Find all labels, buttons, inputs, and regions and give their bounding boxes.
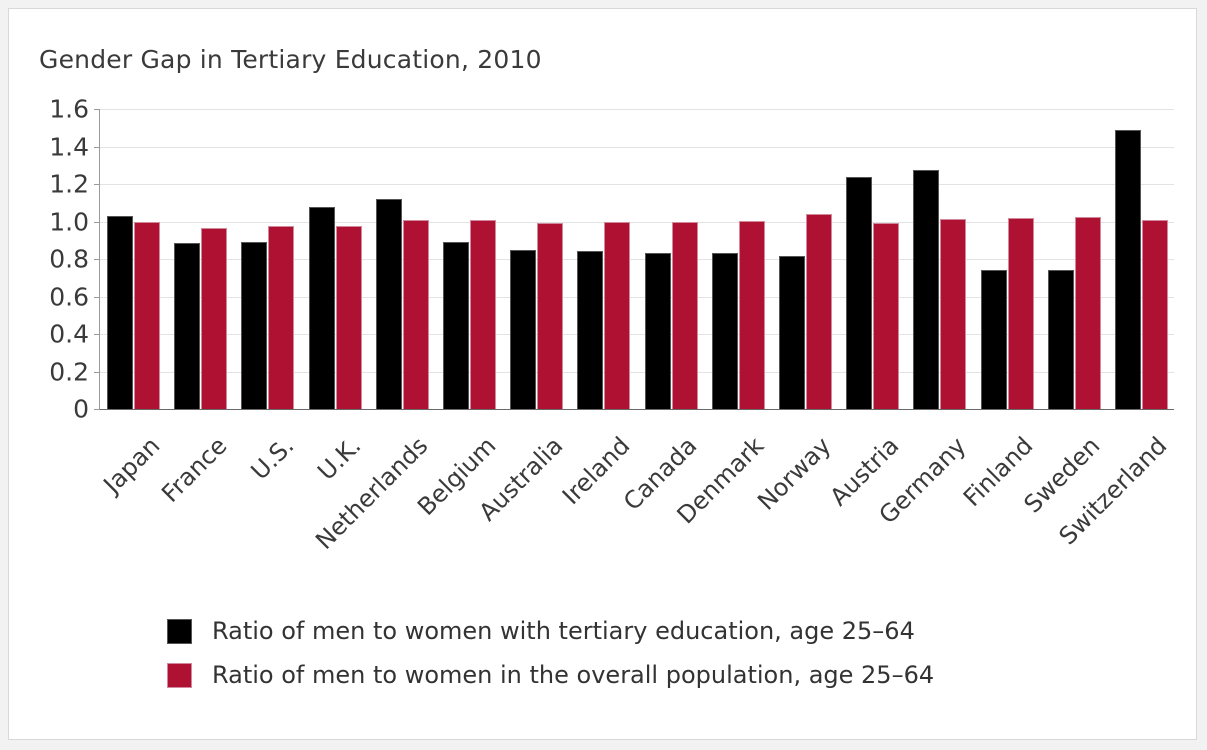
plot-wrapper: 1.6 1.4 1.2 1.0 0.8 0.6 0.4 0.2 0 bbox=[39, 97, 1174, 431]
bar-netherlands-series-0[interactable] bbox=[375, 199, 402, 409]
x-axis-tick-label: U.K. bbox=[312, 431, 367, 486]
bar-japan-series-0[interactable] bbox=[107, 215, 134, 409]
bar-group bbox=[100, 109, 167, 409]
bar-ireland-series-0[interactable] bbox=[577, 250, 604, 409]
chart-title: Gender Gap in Tertiary Education, 2010 bbox=[39, 45, 542, 74]
x-axis-tick-label: U.S. bbox=[245, 431, 300, 486]
legend-label: Ratio of men to women in the overall pop… bbox=[212, 661, 935, 689]
bar-canada-series-1[interactable] bbox=[671, 221, 698, 409]
legend-item[interactable]: Ratio of men to women in the overall pop… bbox=[167, 661, 934, 689]
x-axis-tick-label: Norway bbox=[752, 431, 837, 516]
y-axis-tick-label: 0.4 bbox=[49, 319, 89, 349]
y-axis-tick-mark bbox=[94, 146, 100, 148]
y-axis-tick-mark bbox=[94, 259, 100, 260]
legend-swatch-icon bbox=[167, 662, 192, 688]
bar-denmark-series-0[interactable] bbox=[711, 253, 738, 409]
bar-canada-series-0[interactable] bbox=[644, 253, 671, 409]
y-axis-tick-label: 1.2 bbox=[49, 169, 89, 199]
bar-u-s-series-1[interactable] bbox=[268, 226, 295, 409]
bar-group bbox=[1041, 109, 1108, 409]
bar-u-s-series-0[interactable] bbox=[241, 242, 268, 409]
gridline bbox=[100, 259, 1174, 260]
bar-group bbox=[167, 109, 234, 409]
y-axis-tick-label: 0 bbox=[73, 394, 89, 424]
bar-u-k-series-1[interactable] bbox=[335, 226, 362, 409]
bar-group bbox=[772, 109, 839, 409]
y-axis-tick-mark bbox=[94, 221, 100, 223]
y-axis-tick-mark bbox=[94, 109, 100, 110]
bar-france-series-0[interactable] bbox=[174, 243, 201, 409]
legend-swatch-icon bbox=[167, 618, 192, 644]
y-axis-tick-label: 0.6 bbox=[49, 282, 89, 311]
gridline bbox=[100, 221, 1174, 223]
bar-group bbox=[302, 109, 369, 409]
bar-group bbox=[436, 109, 503, 409]
bar-belgium-series-1[interactable] bbox=[470, 219, 497, 409]
bar-germany-series-0[interactable] bbox=[913, 169, 940, 409]
bar-u-k-series-0[interactable] bbox=[308, 207, 335, 409]
y-axis-tick-label: 0.2 bbox=[49, 357, 89, 386]
y-axis-tick-mark bbox=[94, 334, 100, 335]
y-axis-labels: 1.6 1.4 1.2 1.0 0.8 0.6 0.4 0.2 0 bbox=[39, 97, 95, 431]
bars-layer bbox=[100, 109, 1174, 409]
gridline bbox=[100, 146, 1174, 148]
bar-group bbox=[705, 109, 772, 409]
x-axis-tick-label: France bbox=[155, 431, 233, 508]
bar-finland-series-1[interactable] bbox=[1007, 217, 1034, 409]
bar-sweden-series-0[interactable] bbox=[1047, 270, 1074, 409]
bar-austria-series-1[interactable] bbox=[873, 223, 900, 409]
y-axis-tick-label: 1.4 bbox=[49, 132, 89, 161]
y-axis-tick-mark bbox=[94, 296, 100, 298]
bar-australia-series-1[interactable] bbox=[537, 223, 564, 409]
bar-germany-series-1[interactable] bbox=[940, 218, 967, 409]
y-axis-tick-label: 1.6 bbox=[49, 94, 89, 124]
bar-belgium-series-0[interactable] bbox=[443, 242, 470, 409]
gridline bbox=[100, 334, 1174, 335]
bar-france-series-1[interactable] bbox=[201, 228, 228, 409]
bar-group bbox=[1108, 109, 1175, 409]
x-axis-tick-label: Japan bbox=[97, 431, 165, 499]
bar-switzerland-series-0[interactable] bbox=[1114, 129, 1141, 409]
gridline bbox=[100, 109, 1174, 110]
y-axis-tick-label: 1.0 bbox=[49, 207, 89, 236]
gridline bbox=[100, 184, 1174, 185]
bar-switzerland-series-1[interactable] bbox=[1141, 219, 1168, 409]
bar-group bbox=[839, 109, 906, 409]
bar-norway-series-1[interactable] bbox=[805, 214, 832, 409]
y-axis-tick-mark bbox=[94, 184, 100, 185]
bar-group bbox=[570, 109, 637, 409]
bar-group bbox=[638, 109, 705, 409]
bar-ireland-series-1[interactable] bbox=[604, 222, 631, 409]
legend-item[interactable]: Ratio of men to women with tertiary educ… bbox=[167, 617, 934, 645]
bar-denmark-series-1[interactable] bbox=[738, 220, 765, 409]
y-axis-tick-mark bbox=[94, 409, 100, 410]
bar-group bbox=[503, 109, 570, 409]
bar-sweden-series-1[interactable] bbox=[1074, 216, 1101, 409]
bar-group bbox=[234, 109, 301, 409]
bar-finland-series-0[interactable] bbox=[980, 270, 1007, 409]
bar-australia-series-0[interactable] bbox=[510, 249, 537, 409]
plot-area bbox=[94, 109, 1174, 410]
y-axis-tick-label: 0.8 bbox=[49, 244, 89, 274]
bar-group bbox=[906, 109, 973, 409]
legend-label: Ratio of men to women with tertiary educ… bbox=[212, 617, 915, 645]
bar-netherlands-series-1[interactable] bbox=[402, 219, 429, 409]
gridline bbox=[100, 371, 1174, 373]
bar-group bbox=[369, 109, 436, 409]
x-axis-labels: Japan France U.S. U.K. Netherlands Belgium Aus… bbox=[97, 431, 1207, 598]
bar-austria-series-0[interactable] bbox=[846, 177, 873, 409]
bar-norway-series-0[interactable] bbox=[778, 256, 805, 409]
y-axis-tick-mark bbox=[94, 371, 100, 373]
bar-japan-series-1[interactable] bbox=[134, 221, 161, 409]
gridline bbox=[100, 296, 1174, 298]
bar-group bbox=[973, 109, 1040, 409]
chart-card: Gender Gap in Tertiary Education, 2010 1… bbox=[8, 8, 1197, 740]
chart-legend: Ratio of men to women with tertiary educ… bbox=[167, 617, 934, 705]
